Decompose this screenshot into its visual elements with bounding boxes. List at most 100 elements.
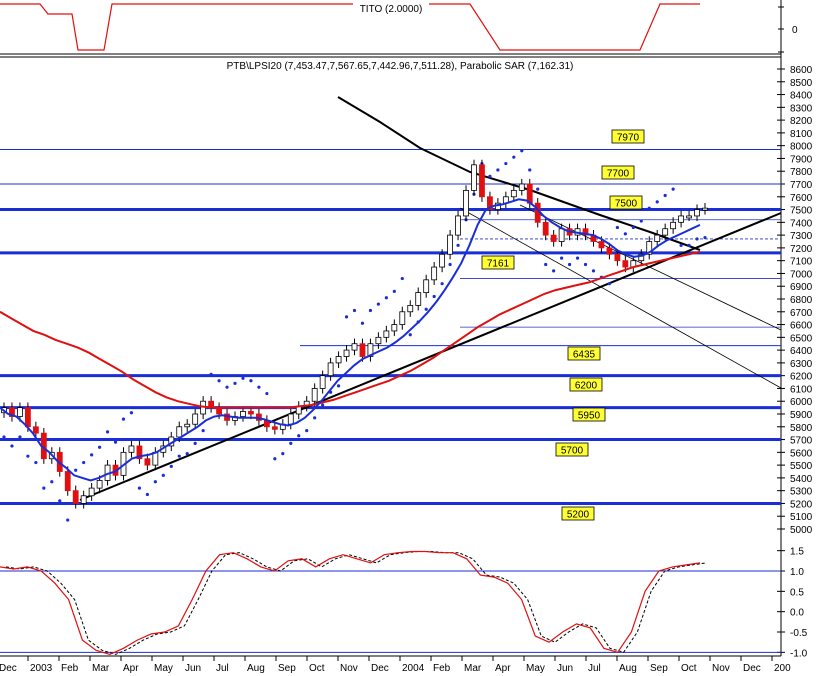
y-tick-label: 7700 [790,180,813,191]
sar-dot [2,435,6,439]
x-tick-label: Jul [216,663,229,674]
candle-body [375,336,382,345]
x-tick-label: May [526,663,545,674]
sar-dot [400,276,404,281]
level-label-box [481,255,515,270]
x-tick-label: Mar [92,663,110,674]
candle-body [184,423,191,428]
y-tick-label: 7900 [790,154,813,165]
sar-dot [639,219,643,223]
level-label-text: 7700 [607,169,630,180]
candle-body [17,407,23,417]
sar-dot [392,289,396,293]
candle-body [518,183,525,191]
sar-dot [66,518,70,522]
sar-dot [225,385,229,389]
sar-dot [90,453,94,457]
candle-body [136,445,143,460]
x-tick-label: Aug [247,663,265,674]
sar-dot [82,460,86,465]
long-moving-average [0,250,701,409]
y-tick-label: 8300 [790,103,813,114]
candle-body [287,413,294,425]
sar-dot [671,187,675,191]
y-tick-label: 5000 [790,525,813,536]
y-tick-label: 7000 [790,269,813,280]
support-resistance-levels [0,149,781,505]
tito-tick-label: 0 [792,25,798,36]
candle-body [24,407,31,428]
y-tick-label: 8600 [790,65,813,76]
sar-dot [440,282,444,286]
chart-title: PTB\LPSI20 (7,453.47,7,567.65,7,442.96,7… [227,61,574,72]
candle-body [423,279,430,294]
osc-tick-label: 1.0 [790,567,804,578]
sar-dot [344,315,349,319]
x-tick-label: Mar [464,663,482,674]
sar-dot [583,262,588,267]
candle-body [311,388,318,402]
candle-body [343,349,350,357]
x-tick-label: Dec [0,663,17,674]
osc-tick-label: 0.0 [790,608,804,619]
candle-body [582,228,589,236]
sar-dot [528,168,532,172]
y-tick-label: 8500 [790,78,813,89]
sar-dot [376,302,380,306]
x-tick-label: Jun [185,663,201,674]
x-tick-label: Nov [340,663,358,674]
sar-dot [575,256,580,260]
sar-dot [560,256,564,260]
panel-frames [0,0,782,657]
sar-dot [217,379,221,383]
sar-dot [193,441,197,445]
osc-tick-label: 0.5 [790,587,804,598]
y-tick-label: 5800 [790,423,813,434]
sar-dot [129,411,134,415]
x-tick-label: Dec [743,663,761,674]
sar-dot [631,225,635,230]
candle-body [455,215,461,236]
x-tick-label: 2004 [402,663,425,674]
sar-dot [536,187,540,191]
x-tick-label: Sep [650,663,668,674]
y-tick-label: 7100 [790,257,813,268]
sar-dot [257,385,261,389]
y-tick-label: 7600 [790,193,813,204]
candle-body [614,253,621,262]
y-tick-label: 5300 [790,487,813,498]
sar-dot [105,430,110,434]
y-tick-label: 5400 [790,474,813,485]
candle-body [431,266,438,281]
x-tick-label: May [154,663,173,674]
y-tick-label: 6300 [790,359,813,370]
sar-dot [297,434,301,438]
sar-dot [591,269,596,273]
x-tick-label: 2003 [30,663,53,674]
candle-body [359,343,366,357]
y-tick-label: 8200 [790,116,813,127]
y-tick-label: 6800 [790,295,813,306]
sar-dot [209,372,213,376]
x-axis: Dec 2003 Feb Mar Apr May Jun Jul Aug Sep Oct Nov Dec… [0,656,791,674]
candle-body [678,215,685,223]
level-label-text: 5700 [561,446,584,457]
candle-body [144,458,151,466]
candle-body [240,411,246,417]
sar-dot [552,269,556,273]
osc-tick-label: -0.5 [790,628,808,639]
y-tick-label: 6700 [790,308,813,319]
level-label-text: 7970 [617,133,640,144]
candle-body [606,247,613,255]
x-tick-label: 200 [774,663,791,674]
candle-body [271,426,278,430]
candle-body [351,343,358,351]
candle-body [80,495,87,504]
y-tick-label: 6000 [790,397,813,408]
sar-dot [249,379,253,383]
x-tick-label: Apr [495,663,511,674]
sar-dot [34,460,38,465]
sar-dot [121,417,126,421]
sar-dot [623,232,627,236]
sar-dot [512,155,516,159]
